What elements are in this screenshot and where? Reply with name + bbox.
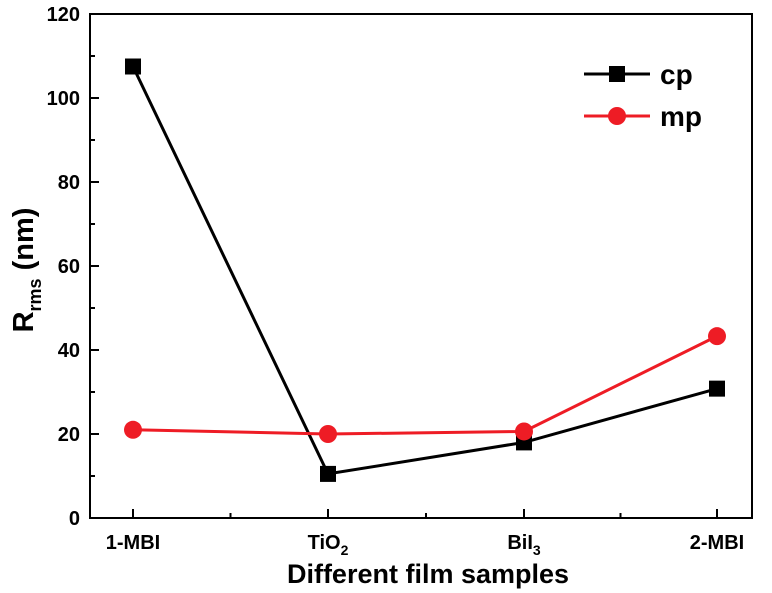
- legend-label-mp: mp: [660, 101, 702, 132]
- y-tick-label: 120: [47, 4, 80, 26]
- data-point-mp: [319, 425, 337, 443]
- axis-ticks: [90, 13, 718, 519]
- data-point-mp: [515, 422, 533, 441]
- legend: cp mp: [584, 59, 702, 132]
- series-lines: [124, 58, 726, 482]
- y-tick-label: 60: [58, 256, 80, 278]
- legend-label-cp: cp: [660, 59, 693, 90]
- series-line-cp: [131, 65, 718, 476]
- data-point-cp: [320, 465, 336, 482]
- svg-text:Rrms (nm): Rrms (nm): [8, 208, 45, 333]
- y-tick-label: 0: [69, 508, 80, 530]
- y-tick-label: 20: [58, 424, 80, 446]
- y-axis-title-sub: rms: [25, 278, 45, 311]
- y-tick-label: 100: [47, 88, 80, 110]
- y-axis-title-main: R: [8, 311, 40, 332]
- y-tick-label: 40: [58, 340, 80, 362]
- legend-marker-cp: [609, 66, 625, 82]
- data-point-mp: [708, 327, 726, 346]
- legend-marker-mp: [608, 107, 626, 125]
- x-axis-title: Different film samples: [287, 559, 569, 589]
- tick-labels: 0 20 40 60 80 100 120 1-MBI TiO2 BiI3 2-MBI: [47, 4, 745, 558]
- x-tick-label: TiO2: [308, 532, 349, 558]
- series-line-mp: [132, 334, 718, 436]
- x-tick-label: BiI3: [507, 532, 541, 558]
- y-axis-title: Rrms (nm): [8, 208, 45, 333]
- plot-frame: [89, 13, 753, 519]
- data-point-cp: [709, 380, 725, 397]
- x-tick-label: 1-MBI: [106, 532, 160, 554]
- data-point-cp: [125, 58, 141, 75]
- data-point-mp: [124, 420, 142, 439]
- y-axis-title-rest: (nm): [8, 208, 40, 279]
- y-tick-label: 80: [58, 172, 80, 194]
- x-tick-label: 2-MBI: [690, 532, 744, 554]
